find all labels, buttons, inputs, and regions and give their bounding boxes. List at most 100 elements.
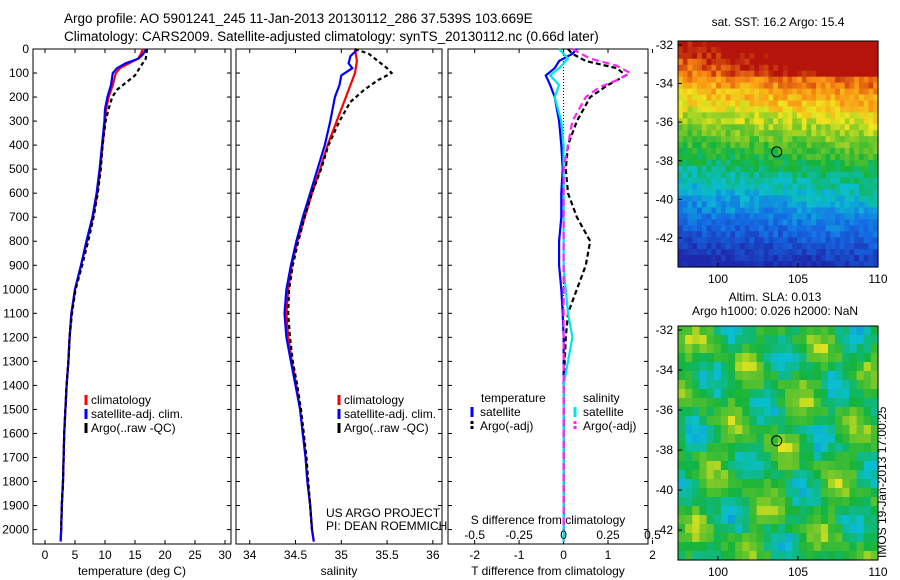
- sst-map-cell: [739, 64, 746, 72]
- sst-map-cell: [849, 41, 855, 48]
- sst-map-cell: [706, 64, 712, 72]
- sla-map-cell: [806, 488, 815, 498]
- difference-xtick-label: 1: [605, 548, 612, 562]
- sst-map-cell: [825, 225, 831, 232]
- sla-map-cell: [849, 488, 858, 498]
- sst-map-cell: [797, 94, 803, 101]
- sst-map-cell: [678, 201, 684, 209]
- difference-series-line: [548, 48, 574, 542]
- salinity-xtick-label: 34: [243, 548, 257, 562]
- sla-map-cell: [770, 362, 779, 372]
- sla-map-cell: [820, 416, 829, 426]
- sst-map-cell: [735, 142, 741, 149]
- sla-map-cell: [692, 479, 700, 489]
- sst-map-cell: [787, 124, 793, 131]
- sla-map-cell: [806, 497, 815, 507]
- sst-map-cell: [868, 195, 874, 203]
- sst-map-cell: [678, 213, 684, 220]
- sla-map-cell: [792, 416, 800, 426]
- sst-map-cell: [816, 46, 822, 54]
- sst-map-ytick-label: -42: [656, 231, 674, 245]
- sst-map-cell: [859, 231, 865, 238]
- sla-map-cell: [828, 533, 836, 543]
- sst-map-cell: [687, 94, 693, 101]
- sla-map-cell: [720, 425, 729, 435]
- sla-map-cell: [820, 371, 829, 381]
- sst-map-cell: [863, 112, 870, 119]
- sst-map-cell: [797, 243, 803, 250]
- sst-map-cell: [687, 70, 693, 78]
- sst-map-cell: [773, 171, 779, 179]
- sst-map-cell: [816, 213, 822, 220]
- depth-tick-label: 300: [9, 114, 29, 128]
- sst-map-cell: [835, 106, 841, 113]
- sla-map-cell: [870, 515, 879, 525]
- sst-map-cell: [711, 46, 717, 54]
- sst-map-cell: [763, 225, 770, 232]
- sst-map-cell: [701, 177, 708, 185]
- sst-map-cell: [687, 171, 693, 179]
- sst-map-cell: [720, 213, 727, 220]
- sst-map-cell: [868, 255, 874, 262]
- sst-map-cell: [787, 46, 793, 54]
- sst-map-cell: [763, 106, 770, 113]
- sst-map-cell: [797, 130, 803, 137]
- sla-map-cell: [792, 335, 800, 345]
- sla-map-cell: [728, 344, 736, 354]
- sst-map-cell: [873, 195, 879, 203]
- sst-map-cell: [820, 225, 827, 232]
- sst-map-cell: [701, 219, 708, 226]
- sst-map-cell: [825, 231, 831, 238]
- sla-map-cell: [749, 551, 758, 561]
- sst-map-cell: [706, 52, 712, 60]
- sst-map-cell: [711, 118, 717, 125]
- sla-map-cell: [806, 434, 815, 444]
- sla-map-cell: [820, 344, 829, 354]
- sst-map-cell: [716, 171, 722, 179]
- sla-map-cell: [792, 479, 800, 489]
- sst-map-cell: [825, 171, 831, 179]
- sst-map-cell: [730, 94, 736, 101]
- sst-map-cell: [811, 201, 817, 209]
- sst-map-cell: [768, 183, 774, 191]
- sst-map-cell: [801, 249, 808, 256]
- sst-map-cell: [754, 52, 760, 60]
- sst-map-cell: [859, 243, 865, 250]
- sla-map-cell: [692, 497, 700, 507]
- depth-tick-label: 1600: [2, 426, 29, 440]
- sst-map-cell: [682, 231, 689, 238]
- sst-map-cell: [792, 46, 798, 54]
- sla-map-cell: [699, 398, 708, 408]
- sst-map-cell: [868, 130, 874, 137]
- sla-map-cell: [742, 416, 750, 426]
- sst-map-cell: [787, 148, 793, 155]
- sla-map-cell: [785, 479, 793, 489]
- sst-map-cell: [830, 213, 836, 220]
- sst-map-cell: [787, 41, 793, 48]
- sst-map-cell: [759, 148, 765, 155]
- sst-map-cell: [716, 255, 722, 262]
- sst-map-cell: [716, 201, 722, 209]
- sla-map-cell: [742, 389, 750, 399]
- sla-map-cell: [799, 461, 808, 471]
- sst-map-cell: [744, 219, 751, 226]
- sst-map-cell: [711, 136, 717, 143]
- sst-map-cell: [720, 64, 727, 72]
- sst-map-cell: [811, 46, 817, 54]
- sla-map-cell: [778, 452, 786, 462]
- sst-map-cell: [711, 58, 717, 66]
- sla-map-cell: [735, 497, 743, 507]
- sst-map-cell: [863, 82, 870, 90]
- sla-map-cell: [728, 380, 736, 390]
- sst-map-cell: [744, 46, 751, 54]
- sst-map-cell: [859, 58, 865, 66]
- sla-map-cell: [706, 470, 715, 480]
- sla-map-cell: [749, 380, 758, 390]
- sla-map-cell: [799, 353, 808, 363]
- sst-map-cell: [773, 219, 779, 226]
- sst-map-cell: [754, 64, 760, 72]
- sst-map-cell: [835, 52, 841, 60]
- sla-map-cell: [749, 524, 758, 534]
- sst-map-cell: [730, 201, 736, 209]
- sla-map-cell: [678, 443, 686, 453]
